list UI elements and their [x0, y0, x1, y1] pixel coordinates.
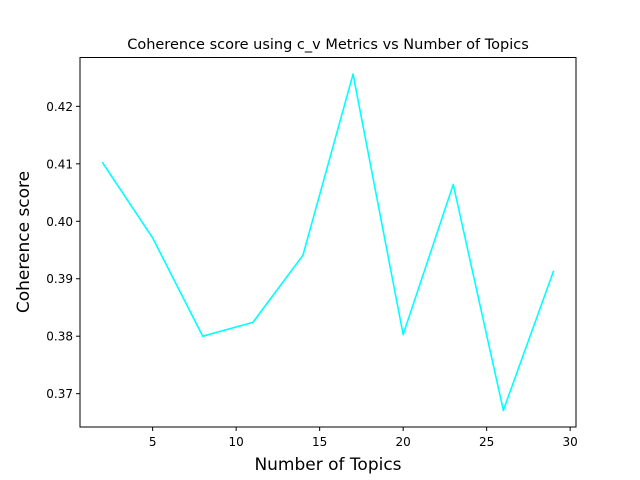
data-point: [552, 270, 555, 273]
x-tick-label: 25: [479, 435, 494, 449]
data-point: [151, 237, 154, 239]
data-point: [502, 409, 505, 412]
y-tick-label: 0.40: [46, 215, 73, 229]
y-tick-label: 0.42: [46, 100, 73, 114]
chart-title: Coherence score using c_v Metrics vs Num…: [127, 37, 529, 53]
data-point: [101, 161, 104, 164]
x-tick-label: 30: [563, 435, 578, 449]
y-tick-label: 0.41: [46, 157, 73, 171]
plot-area: 5 10 15 20 25 30 0.37 0.38 0.39 0.40 0.41 0.42: [46, 57, 578, 449]
y-tick-label: 0.38: [46, 330, 73, 344]
x-tick-label: 10: [229, 435, 244, 449]
x-axis: 5 10 15 20 25 30: [149, 427, 578, 449]
data-point: [452, 183, 455, 186]
x-axis-label: Number of Topics: [254, 455, 401, 475]
series-group: [101, 73, 555, 412]
x-tick-label: 15: [312, 435, 327, 449]
x-tick-label: 5: [149, 435, 157, 449]
y-tick-label: 0.39: [46, 272, 73, 286]
y-tick-label: 0.37: [46, 387, 73, 401]
data-point: [352, 73, 354, 75]
x-tick-label: 20: [396, 435, 411, 449]
data-point: [201, 335, 204, 338]
y-axis-label: Coherence score: [14, 171, 34, 313]
data-point: [252, 321, 254, 324]
series-line: [101, 73, 555, 412]
data-point: [402, 333, 404, 336]
y-axis: 0.37 0.38 0.39 0.40 0.41 0.42: [46, 100, 80, 401]
plot-frame: [79, 57, 577, 428]
data-point: [302, 254, 304, 256]
